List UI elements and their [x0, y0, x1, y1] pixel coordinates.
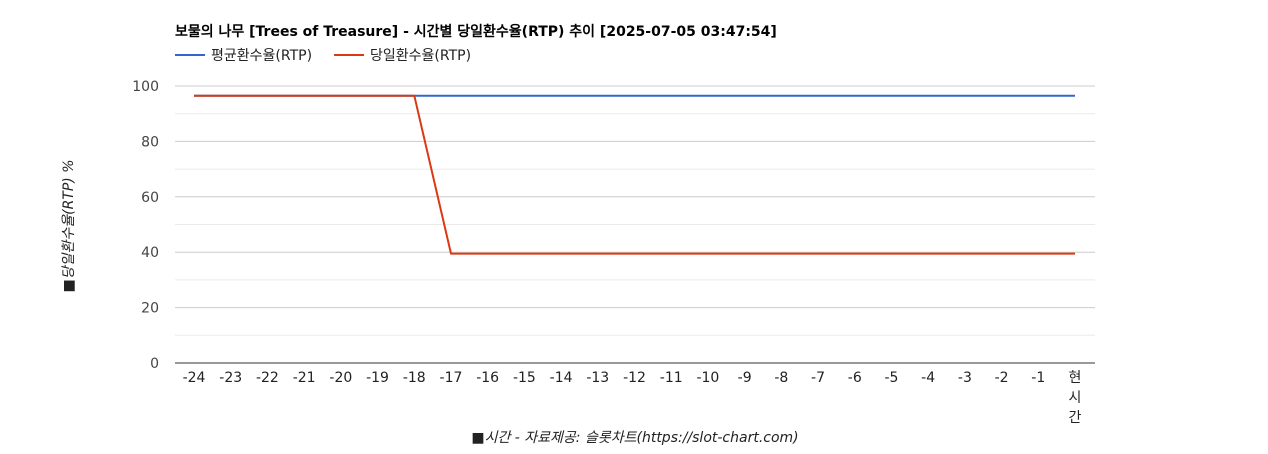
x-axis-label: ■시간 - 자료제공: 슬롯차트(https://slot-chart.com) [471, 430, 798, 446]
x-tick-label: -18 [403, 370, 426, 386]
x-tick-label: -24 [183, 370, 206, 386]
gridlines [175, 85, 1095, 336]
x-tick-label: -8 [774, 370, 788, 386]
series-lines [194, 94, 1075, 255]
x-tick-label: -5 [884, 370, 898, 386]
x-tick-label: -3 [958, 370, 972, 386]
x-tick-label: -17 [440, 370, 463, 386]
y-tick-label: 20 [141, 301, 159, 317]
y-tick-label: 60 [141, 190, 159, 206]
x-tick-label: -10 [696, 370, 719, 386]
x-tick-label: -7 [811, 370, 825, 386]
x-tick-label: -21 [293, 370, 316, 386]
x-tick-label: -11 [660, 370, 683, 386]
x-tick-label: -13 [586, 370, 609, 386]
y-tick-label: 80 [141, 134, 159, 150]
x-tick-label: -22 [256, 370, 279, 386]
y-tick-label: 40 [141, 245, 159, 261]
x-tick-label: -2 [995, 370, 1009, 386]
x-tick-label: -20 [329, 370, 352, 386]
x-tick-label: -23 [219, 370, 242, 386]
x-tick-label: -16 [476, 370, 499, 386]
y-axis-ticks: 0 20 40 60 80 100 [132, 79, 159, 372]
y-tick-label: 0 [150, 356, 159, 372]
y-axis-label: ■당일환수율(RTP) % [61, 159, 77, 292]
x-tick-label: -9 [738, 370, 752, 386]
x-tick-label: -19 [366, 370, 389, 386]
legend: 평균환수율(RTP) 당일환수율(RTP) [175, 48, 471, 64]
legend-label-1: 당일환수율(RTP) [370, 48, 471, 64]
chart-title: 보물의 나무 [Trees of Treasure] - 시간별 당일환수율(R… [175, 23, 777, 40]
y-tick-label: 100 [132, 79, 159, 95]
series-line-1 [194, 94, 1075, 255]
x-tick-label: -12 [623, 370, 646, 386]
x-tick-label: -1 [1031, 370, 1045, 386]
x-tick-label: -15 [513, 370, 536, 386]
x-tick-label: -14 [550, 370, 573, 386]
x-tick-label: -6 [848, 370, 862, 386]
legend-label-0: 평균환수율(RTP) [211, 48, 312, 64]
x-axis-ticks: -24 -23 -22 -21 -20 -19 -18 -17 -16 -15 -14 -13 -12-… [183, 370, 1082, 426]
x-tick-label: -4 [921, 370, 935, 386]
